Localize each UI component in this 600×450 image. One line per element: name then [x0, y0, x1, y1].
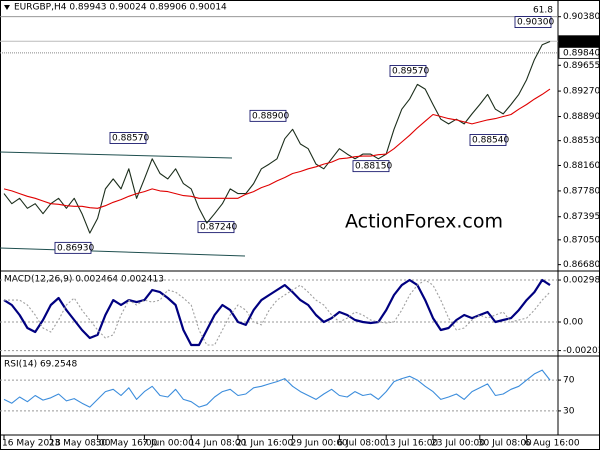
y-tick-label: 0.88160: [563, 161, 600, 171]
y-tick-label: 0.00: [563, 317, 583, 327]
price-marker-box: [558, 35, 600, 48]
x-tick-label: 21 Jun 16:00: [236, 439, 293, 449]
menu-icon: [4, 5, 10, 10]
watermark: ActionForex.com: [345, 211, 503, 233]
y-tick-label: -0.002036: [563, 346, 600, 356]
channel-lower: [0, 247, 246, 257]
price-marker-box: [558, 46, 600, 59]
x-tick-label: 23 Jul 00:00: [431, 439, 485, 449]
x-tick-label: 30 May 16:00: [96, 439, 158, 449]
annotation-box: [109, 132, 147, 144]
series-line: [4, 279, 551, 346]
panel-title: EURGBP,H4 0.89943 0.90024 0.89906 0.9001…: [14, 3, 227, 13]
annotation-label: 0.87240: [200, 223, 237, 233]
y-tick-label: 0.90380: [563, 12, 600, 22]
y-tick-label: 70: [563, 376, 575, 386]
panel-title: RSI(14) 69.2548: [4, 360, 77, 370]
y-tick-label: 0.87050: [563, 235, 600, 245]
x-tick-label: 14 Jun 08:00: [189, 439, 246, 449]
annotation-box: [54, 241, 92, 254]
y-tick-label: 0.89270: [563, 87, 600, 97]
annotation-label: 0.90300: [517, 18, 554, 28]
annotation-label: 0.88900: [252, 111, 289, 121]
x-tick-label: 13 Jul 16:00: [384, 439, 438, 449]
y-tick-label: 0.86680: [563, 260, 600, 270]
y-tick-label: 0.87780: [563, 186, 600, 196]
annotation-label: 0.88150: [355, 162, 392, 172]
annotation-box: [249, 109, 287, 122]
y-tick-label: 0.88530: [563, 136, 600, 146]
y-tick-label: 0.87395: [563, 212, 600, 222]
annotation-box: [197, 221, 235, 234]
annotation-box: [469, 134, 507, 146]
x-tick-label: 23 May 08:00: [49, 439, 111, 449]
fib-label: 61.8: [533, 6, 553, 16]
annotation-label: 0.86930: [57, 243, 94, 253]
annotation-box: [514, 16, 552, 29]
panel-title: MACD(12,26,9) 0.002464 0.002413: [4, 275, 164, 285]
annotation-label: 0.88540: [472, 135, 509, 145]
y-tick-label: 0.89655: [563, 61, 600, 71]
annotation-box: [352, 160, 390, 173]
y-tick-label: 0.88890: [563, 112, 600, 122]
y-tick-label: 0.002988: [563, 276, 600, 286]
series-line: [3, 88, 551, 209]
price-marker-label: 0.90014: [563, 37, 600, 47]
annotation-box: [389, 65, 427, 77]
series-line: [3, 278, 551, 347]
y-tick-label: 30: [563, 406, 575, 416]
x-tick-label: 16 May 2018: [2, 439, 61, 449]
series-line: [3, 369, 551, 408]
x-tick-label: 7 Jun 00:00: [142, 439, 194, 449]
x-tick-label: 30 Jul 08:00: [478, 439, 532, 449]
x-tick-label: 6 Aug 16:00: [525, 439, 580, 449]
x-tick-label: 29 Jun 00:00: [291, 439, 348, 449]
price-marker-label: 0.89840: [563, 48, 600, 58]
x-tick-label: 6 Jul 08:00: [337, 439, 386, 449]
annotation-label: 0.88570: [112, 133, 149, 143]
annotation-label: 0.89570: [392, 66, 429, 76]
channel-upper: [0, 151, 233, 159]
